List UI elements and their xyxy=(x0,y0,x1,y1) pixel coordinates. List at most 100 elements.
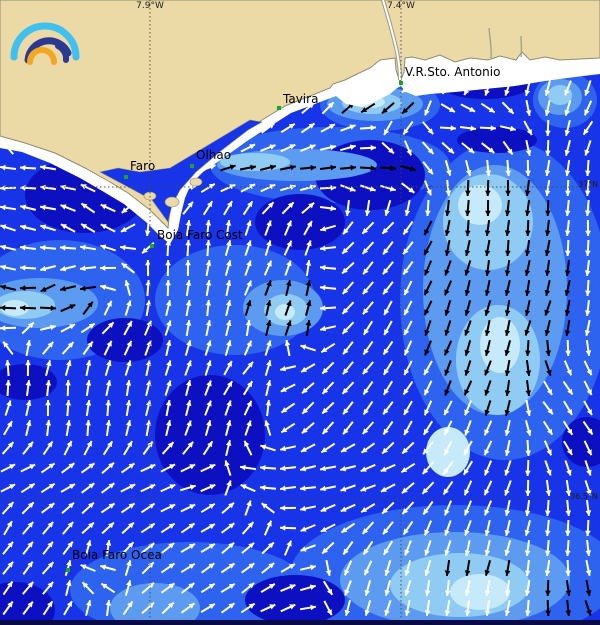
current-arrow-head xyxy=(306,300,312,307)
current-arrow-head xyxy=(225,300,232,306)
current-arrow-head xyxy=(504,310,511,316)
current-arrow-head xyxy=(585,350,592,356)
buoy-marker-boia-faro-cost[interactable] xyxy=(150,244,154,248)
current-arrow-head xyxy=(247,522,254,528)
current-arrow-head xyxy=(584,89,590,96)
current-arrow-head xyxy=(382,507,388,514)
current-arrow-head xyxy=(300,526,307,532)
current-arrow-head xyxy=(165,280,171,286)
current-arrow-head xyxy=(404,408,410,415)
current-arrow-head xyxy=(344,609,351,616)
city-marker-v-r-sto-antonio[interactable] xyxy=(399,81,403,85)
current-arrow-head xyxy=(342,247,349,254)
current-arrow-head xyxy=(148,562,154,569)
current-arrow-head xyxy=(126,580,132,587)
lagoon-islet xyxy=(164,196,180,208)
current-arrow-head xyxy=(390,165,396,171)
sea-blob-palest xyxy=(458,185,502,225)
current-arrow-head xyxy=(226,420,232,427)
current-arrow-head xyxy=(444,610,451,616)
city-marker-faro[interactable] xyxy=(124,175,128,179)
current-arrow-head xyxy=(308,202,315,209)
current-arrow-head xyxy=(9,464,16,470)
current-arrow-head xyxy=(384,609,390,616)
current-arrow-head xyxy=(426,189,432,196)
current-arrow-head xyxy=(188,603,195,609)
current-arrow-head xyxy=(69,324,76,330)
current-arrow-head xyxy=(286,300,292,307)
city-marker-olhao[interactable] xyxy=(190,164,194,168)
current-arrow-head xyxy=(126,300,132,307)
current-arrow-head xyxy=(446,169,452,176)
current-arrow-head xyxy=(362,228,369,234)
buoy-marker-boia-faro-ocea[interactable] xyxy=(66,568,70,572)
current-arrow-head xyxy=(565,510,572,516)
current-arrow-head xyxy=(504,230,511,236)
current-arrow-head xyxy=(20,305,26,311)
current-arrow-head xyxy=(105,420,112,426)
current-arrow-head xyxy=(383,428,389,435)
current-arrow-head xyxy=(343,348,349,355)
current-arrow-head xyxy=(66,440,72,447)
current-arrow-head xyxy=(401,467,408,473)
current-arrow-head xyxy=(424,369,430,375)
current-arrow-head xyxy=(310,604,316,611)
current-arrow-head xyxy=(206,340,212,347)
current-arrow-head xyxy=(567,388,573,395)
city-marker-tavira[interactable] xyxy=(277,106,281,110)
current-arrow-head xyxy=(145,260,151,266)
current-arrow-head xyxy=(484,610,491,616)
current-arrow-head xyxy=(165,260,171,266)
current-arrow-head xyxy=(484,290,491,296)
current-arrow-head xyxy=(47,521,54,528)
current-arrow-head xyxy=(126,321,132,327)
current-arrow-head xyxy=(100,564,107,570)
current-arrow-head xyxy=(464,369,470,376)
current-arrow-head xyxy=(188,523,195,529)
portus-logo[interactable] xyxy=(6,12,90,68)
current-arrow-head xyxy=(525,150,532,156)
current-arrow-head xyxy=(504,370,511,376)
current-arrow-head xyxy=(525,450,531,456)
current-arrow-head xyxy=(504,330,511,336)
current-arrow-head xyxy=(484,230,491,236)
current-arrow-head xyxy=(448,147,454,154)
current-arrow-head xyxy=(525,170,531,176)
current-arrow-head xyxy=(424,249,430,256)
current-arrow-head xyxy=(0,305,6,311)
current-arrow-head xyxy=(544,530,551,536)
current-arrow-head xyxy=(546,369,552,376)
current-arrow-head xyxy=(185,380,192,387)
current-arrow-head xyxy=(464,610,471,616)
current-arrow-head xyxy=(268,542,274,549)
current-arrow-head xyxy=(320,245,326,252)
current-arrow-head xyxy=(69,304,76,310)
current-arrow-head xyxy=(189,464,196,470)
current-arrow-head xyxy=(423,428,429,435)
current-arrow-head xyxy=(427,168,433,175)
current-arrow-head xyxy=(45,380,52,386)
current-arrow-head xyxy=(484,330,491,336)
current-arrow-head xyxy=(546,449,552,456)
current-arrow-head xyxy=(100,224,107,230)
current-arrow-head xyxy=(425,210,431,216)
current-arrow-head xyxy=(484,409,490,416)
current-arrow-head xyxy=(464,309,470,316)
current-arrow-head xyxy=(363,408,369,415)
current-arrow-head xyxy=(464,269,470,276)
current-arrow-head xyxy=(290,164,296,171)
current-arrow-head xyxy=(504,510,511,516)
current-arrow-head xyxy=(48,483,55,489)
current-arrow-head xyxy=(465,230,471,236)
current-arrow-head xyxy=(484,270,491,276)
current-arrow-head xyxy=(343,408,349,415)
current-arrow-head xyxy=(586,609,592,616)
current-arrow-head xyxy=(309,584,316,590)
current-arrow-head xyxy=(330,185,336,191)
current-arrow-head xyxy=(226,400,232,407)
current-arrow-head xyxy=(450,125,456,131)
longitude-label: 7.4°W xyxy=(387,1,415,11)
current-arrow-head xyxy=(464,389,470,396)
